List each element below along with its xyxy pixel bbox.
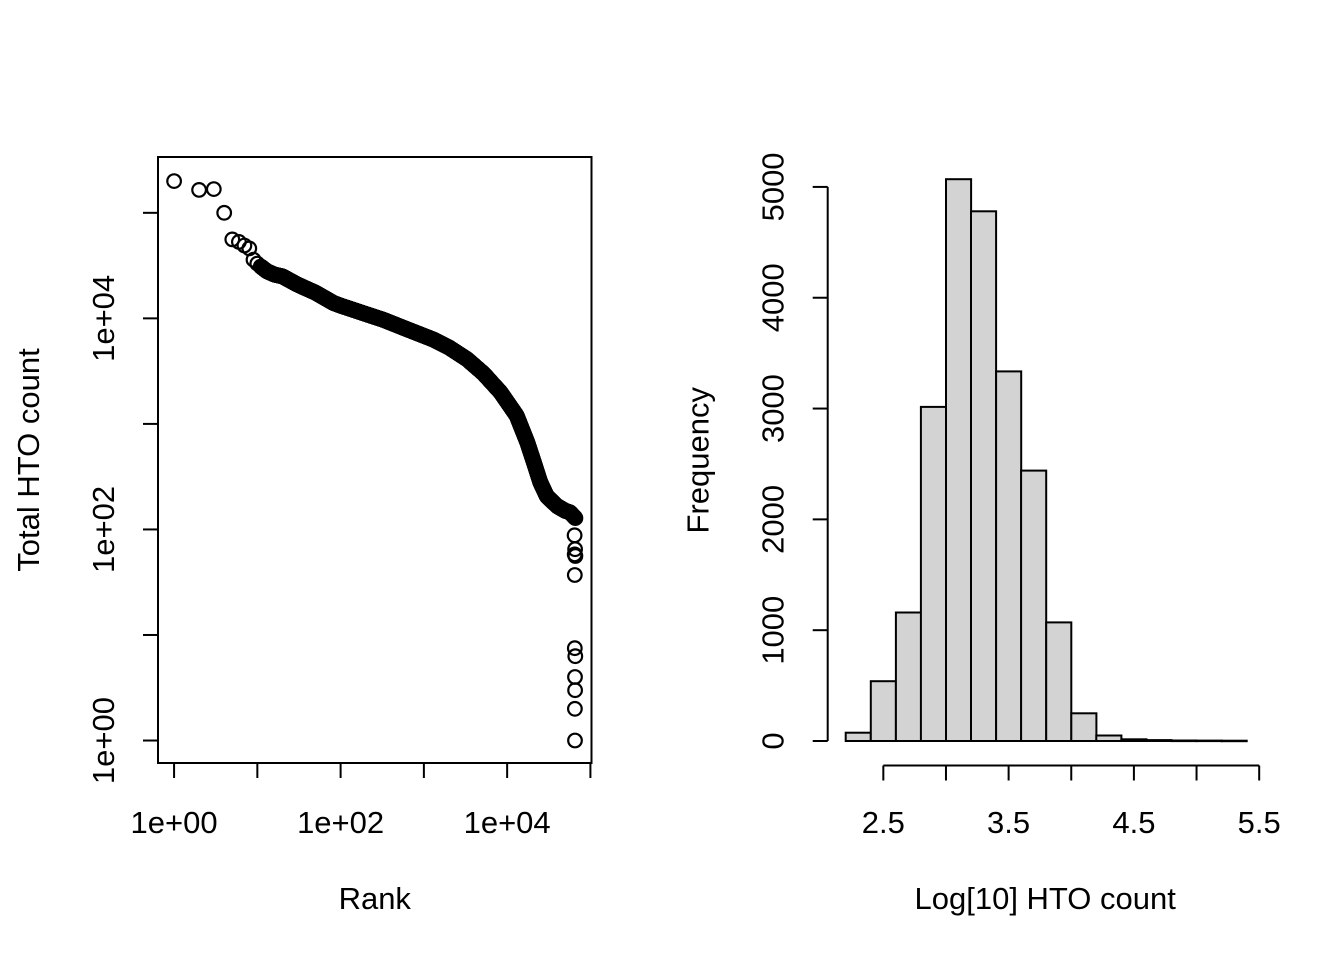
rank-plot-points [166,173,584,749]
tail-point-circle [566,567,583,583]
histogram-bar [844,731,872,743]
x-tick-label: 1e+00 [131,805,218,840]
y-tick-label: 1000 [756,596,791,665]
plot-box [157,156,593,764]
histogram-bar [1120,738,1148,742]
y-tick-label: 1e+00 [86,697,121,784]
histogram-bar [1220,739,1248,743]
x-tick-label: 5.5 [1238,805,1281,840]
histogram-bar [1020,469,1048,742]
histogram-bar [1095,734,1123,742]
data-point-circle [191,181,208,198]
x-tick-label: 1e+02 [297,805,384,840]
y-axis-label: Total HTO count [11,348,46,572]
tail-point-circle [566,640,583,657]
y-tick-label: 0 [756,732,791,749]
x-tick-label: 1e+04 [464,805,551,840]
data-point-circle [216,204,233,221]
histogram-bar [945,178,973,742]
histogram-bar [1145,739,1173,742]
histogram-panel: 0 1000 2000 3000 4000 5000 2.5 3.5 4.5 5.5 Log[10]… [681,152,1281,916]
histogram-bar [894,611,923,742]
tail-point-circle [567,682,583,699]
y-tick-label: 2000 [756,485,791,554]
x-tick-label: 2.5 [862,805,905,840]
rank-plot-panel: 1e+00 1e+02 1e+04 1e+00 1e+02 1e+04 Rank Total … [11,156,593,916]
y-tick-label: 4000 [756,263,791,332]
x-tick-label: 4.5 [1112,805,1155,840]
histogram-bar [970,210,998,743]
data-point-circle [166,173,183,190]
histogram-bars [844,178,1248,743]
tail-point-circle [567,732,583,749]
histogram-bar [1170,739,1198,743]
histogram-bar [1195,739,1223,743]
tail-point-circle [567,648,584,665]
tail-point-circle [567,700,583,717]
histogram-bar [1070,712,1098,742]
histogram-bar [869,680,897,743]
tail-point-circle [567,541,583,558]
histogram-bar [919,405,948,742]
y-axis-label: Frequency [681,387,716,534]
tail-point-circle [567,548,584,564]
tail-point-circle [567,669,583,685]
tail-point-circle [566,527,583,544]
x-tick-label: 3.5 [987,805,1030,840]
y-tick-label: 1e+02 [86,486,121,573]
data-point-circle [205,181,222,198]
y-tick-label: 1e+04 [86,275,121,362]
y-tick-label: 5000 [756,152,791,221]
y-tick-label: 3000 [756,374,791,443]
histogram-bar [1045,621,1073,743]
histogram-bar [995,370,1023,742]
curve-point-circle [567,510,584,526]
x-axis-label: Log[10] HTO count [915,881,1177,916]
x-axis-label: Rank [339,881,412,916]
